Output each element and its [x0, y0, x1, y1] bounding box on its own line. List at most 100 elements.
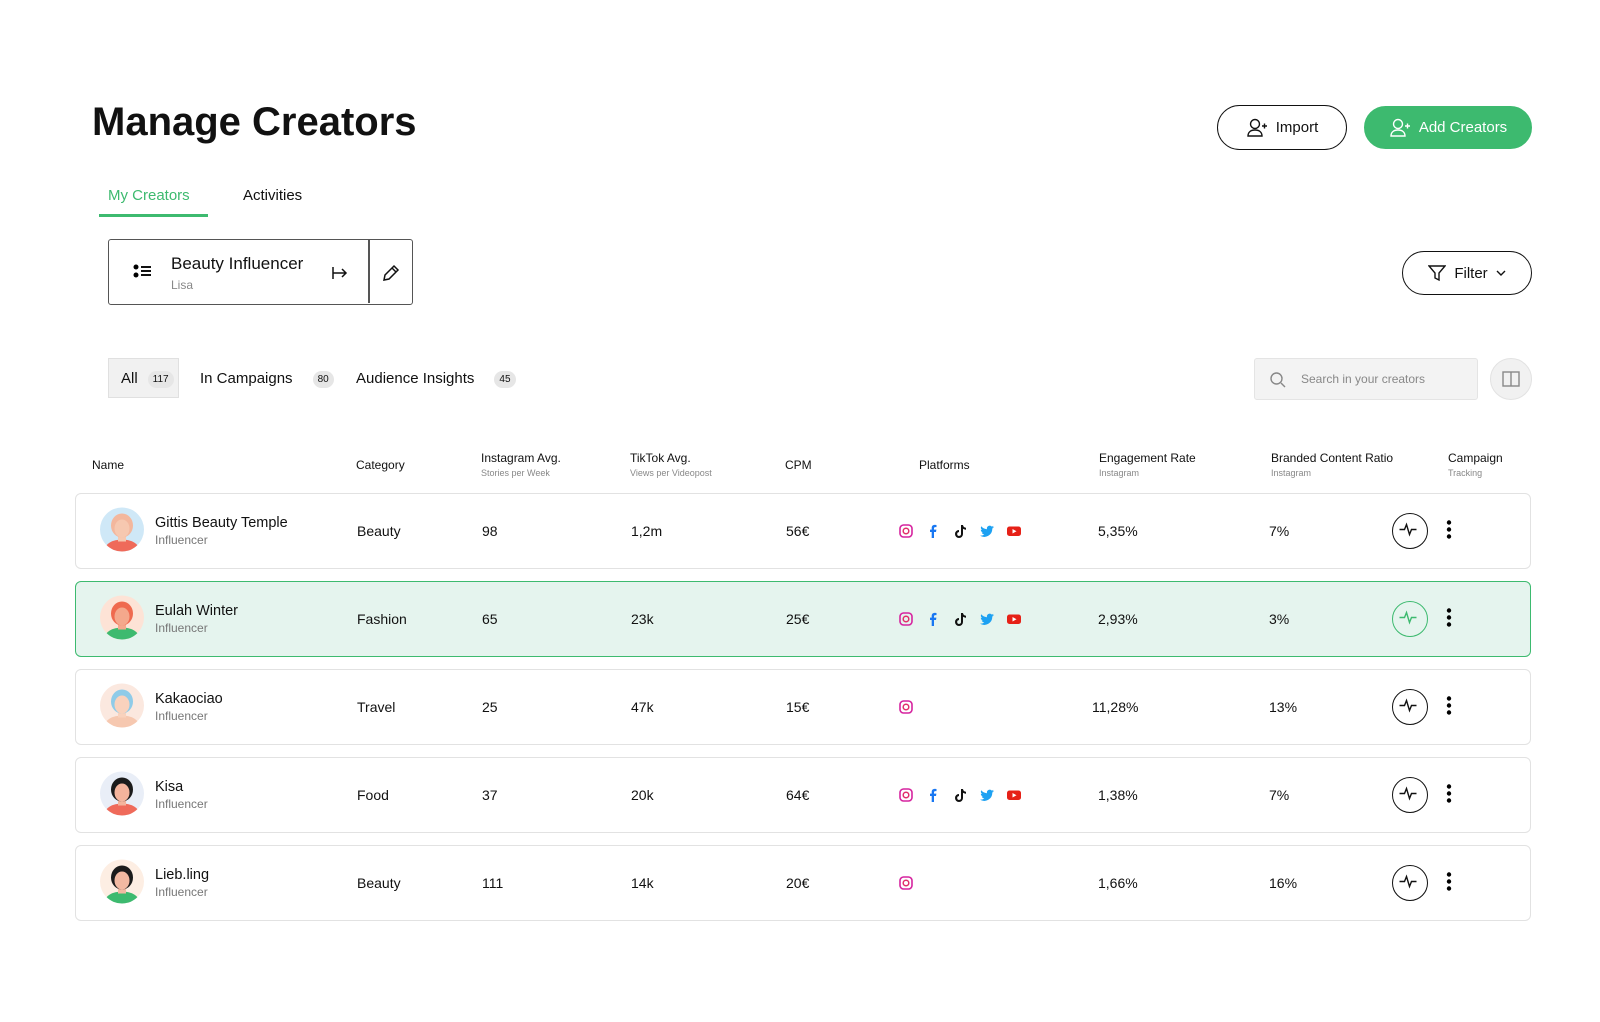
- cell-tiktok: 23k: [631, 611, 654, 627]
- cell-branded: 3%: [1269, 611, 1290, 627]
- dots-icon: [1446, 608, 1452, 627]
- column-title: Engagement Rate: [1099, 451, 1196, 465]
- cell-tiktok: 14k: [631, 875, 654, 891]
- edit-icon[interactable]: [381, 263, 401, 283]
- platform-icon-ig: [899, 788, 913, 802]
- filter-button[interactable]: Filter: [1402, 251, 1532, 295]
- avatar: [100, 595, 144, 643]
- platform-icon-ig: [899, 700, 913, 714]
- divider: [368, 240, 370, 303]
- creator-row[interactable]: Kisa Influencer Food 37 20k 64€ 1,38% 7%: [75, 757, 1531, 833]
- platform-icon-fb: [930, 788, 937, 802]
- column-header: Branded Content Ratio Instagram: [1271, 451, 1393, 478]
- creator-name: Lieb.ling: [155, 867, 210, 883]
- pulse-icon: [1399, 698, 1417, 713]
- platform-icon-tt: [955, 613, 966, 626]
- segment-count: 80: [312, 370, 334, 388]
- more-menu[interactable]: [1446, 696, 1452, 719]
- list-icon: [133, 264, 151, 278]
- cell-category: Beauty: [357, 875, 401, 891]
- column-header: Engagement Rate Instagram: [1099, 451, 1196, 478]
- tracking-button[interactable]: [1392, 865, 1428, 901]
- tracking-button[interactable]: [1392, 513, 1428, 549]
- platform-icon-yt: [1007, 526, 1021, 536]
- cell-category: Beauty: [357, 523, 401, 539]
- platform-icon-ig: [899, 876, 913, 890]
- open-icon[interactable]: [331, 265, 349, 281]
- avatar: [100, 507, 144, 555]
- more-menu[interactable]: [1446, 872, 1452, 895]
- creator-row[interactable]: Gittis Beauty Temple Influencer Beauty 98 1,…: [75, 493, 1531, 569]
- tracking-button[interactable]: [1392, 777, 1428, 813]
- pulse-icon: [1399, 786, 1417, 801]
- creator-name-cell: Gittis Beauty Temple Influencer: [155, 515, 288, 547]
- creator-row[interactable]: Lieb.ling Influencer Beauty 111 14k 20€ 1,66% 1…: [75, 845, 1531, 921]
- column-title: CPM: [785, 458, 812, 472]
- columns-icon: [1502, 371, 1520, 387]
- tracking-button[interactable]: [1392, 601, 1428, 637]
- columns-button[interactable]: [1490, 358, 1532, 400]
- cell-cpm: 64€: [786, 787, 810, 803]
- cell-category: Travel: [357, 699, 396, 715]
- column-subtitle: Tracking: [1448, 468, 1483, 478]
- filter-icon: [1428, 265, 1447, 282]
- platform-icon-tt: [955, 789, 966, 802]
- add-creators-button[interactable]: Add Creators: [1364, 106, 1532, 149]
- cell-cpm: 56€: [786, 523, 810, 539]
- tracking-button[interactable]: [1392, 689, 1428, 725]
- creator-role: Influencer: [155, 797, 208, 811]
- dots-icon: [1446, 520, 1452, 539]
- creator-role: Influencer: [155, 885, 208, 899]
- more-menu[interactable]: [1446, 608, 1452, 631]
- list-owner: Lisa: [171, 278, 194, 292]
- creator-row[interactable]: Kakaociao Influencer Travel 25 47k 15€ 11,28% 1…: [75, 669, 1531, 745]
- segment[interactable]: All 117: [121, 370, 174, 388]
- segment-label: All: [121, 370, 138, 387]
- creator-role: Influencer: [155, 533, 208, 547]
- column-header: Category: [356, 458, 405, 472]
- cell-tiktok: 47k: [631, 699, 654, 715]
- platform-icons: [898, 699, 914, 715]
- tab-active[interactable]: My Creators: [108, 187, 190, 204]
- dots-icon: [1446, 784, 1452, 803]
- user-add-icon: [1390, 118, 1410, 137]
- search-placeholder: Search in your creators: [1301, 372, 1426, 386]
- pulse-icon: [1399, 610, 1417, 625]
- creator-name-cell: Kakaociao Influencer: [155, 691, 223, 723]
- cell-instagram: 65: [482, 611, 498, 627]
- cell-branded: 7%: [1269, 523, 1290, 539]
- avatar-image: [100, 771, 144, 816]
- segment[interactable]: Audience Insights 45: [356, 370, 516, 388]
- search-box[interactable]: Search in your creators: [1254, 358, 1478, 400]
- cell-engagement: 1,38%: [1098, 787, 1138, 803]
- column-header: TikTok Avg. Views per Videopost: [630, 451, 712, 478]
- cell-branded: 7%: [1269, 787, 1290, 803]
- avatar-image: [100, 859, 144, 904]
- more-menu[interactable]: [1446, 520, 1452, 543]
- import-button[interactable]: Import: [1217, 105, 1347, 150]
- column-subtitle: Stories per Week: [481, 468, 550, 478]
- segment[interactable]: In Campaigns 80: [200, 370, 334, 388]
- creator-name: Kisa: [155, 779, 184, 795]
- platform-icon-yt: [1007, 614, 1021, 624]
- creator-row[interactable]: Eulah Winter Influencer Fashion 65 23k 25€ 2,9…: [75, 581, 1531, 657]
- pulse-icon: [1399, 874, 1417, 889]
- column-title: Branded Content Ratio: [1271, 451, 1394, 465]
- cell-cpm: 25€: [786, 611, 810, 627]
- cell-category: Fashion: [357, 611, 407, 627]
- chevron: [1496, 270, 1506, 276]
- cell-engagement: 11,28%: [1092, 699, 1139, 715]
- column-header: Name: [92, 458, 124, 472]
- column-title: Category: [356, 458, 405, 472]
- avatar: [100, 771, 144, 819]
- cell-cpm: 20€: [786, 875, 810, 891]
- avatar-image: [100, 683, 144, 728]
- column-title: Platforms: [919, 458, 970, 472]
- list-selector[interactable]: Beauty Influencer Lisa: [108, 239, 413, 305]
- tab[interactable]: Activities: [243, 187, 303, 204]
- column-subtitle: Instagram: [1271, 468, 1312, 478]
- tab-underline: [99, 214, 208, 217]
- segment-label: Audience Insights: [356, 370, 475, 387]
- column-title: TikTok Avg.: [630, 451, 691, 465]
- more-menu[interactable]: [1446, 784, 1452, 807]
